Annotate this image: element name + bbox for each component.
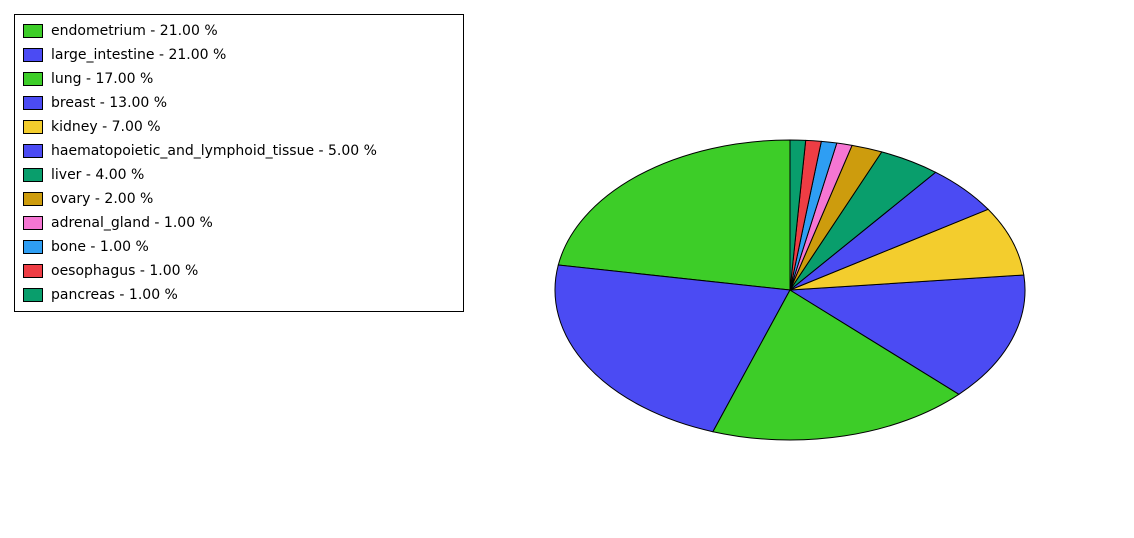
pie-slice [558,140,790,290]
pie-chart [0,0,1134,538]
